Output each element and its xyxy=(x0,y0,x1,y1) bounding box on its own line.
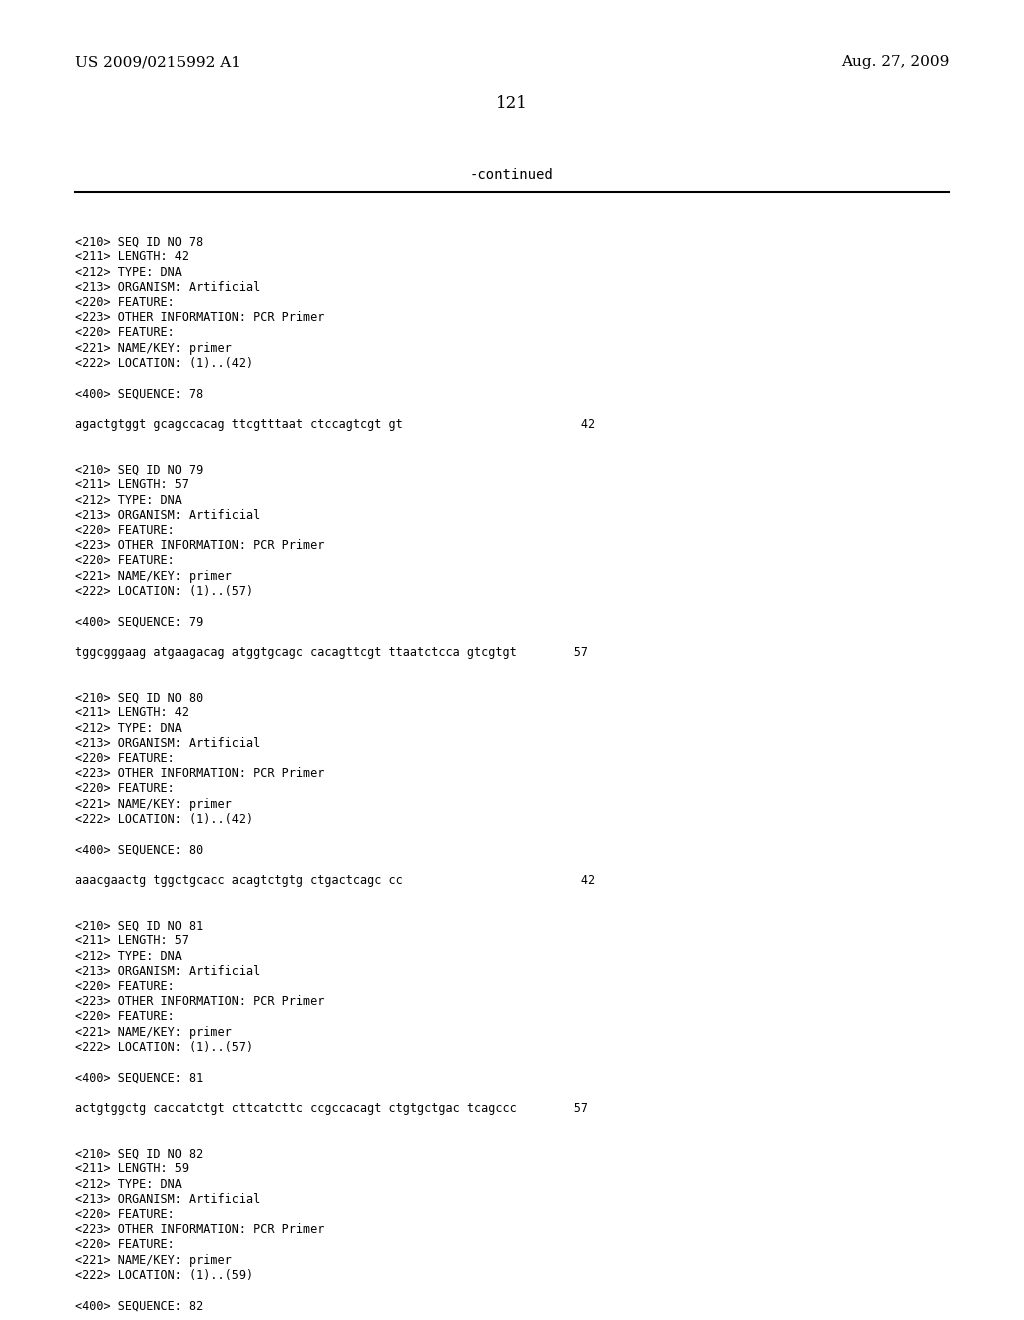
Text: actgtggctg caccatctgt cttcatcttc ccgccacagt ctgtgctgac tcagccc        57: actgtggctg caccatctgt cttcatcttc ccgccac… xyxy=(75,1102,588,1114)
Text: <221> NAME/KEY: primer: <221> NAME/KEY: primer xyxy=(75,1026,231,1039)
Text: <213> ORGANISM: Artificial: <213> ORGANISM: Artificial xyxy=(75,1193,260,1205)
Text: <210> SEQ ID NO 78: <210> SEQ ID NO 78 xyxy=(75,235,203,248)
Text: <220> FEATURE:: <220> FEATURE: xyxy=(75,524,175,537)
Text: <212> TYPE: DNA: <212> TYPE: DNA xyxy=(75,722,182,735)
Text: <211> LENGTH: 59: <211> LENGTH: 59 xyxy=(75,1163,189,1175)
Text: <223> OTHER INFORMATION: PCR Primer: <223> OTHER INFORMATION: PCR Primer xyxy=(75,1224,325,1237)
Text: <210> SEQ ID NO 82: <210> SEQ ID NO 82 xyxy=(75,1147,203,1160)
Text: tggcgggaag atgaagacag atggtgcagc cacagttcgt ttaatctcca gtcgtgt        57: tggcgggaag atgaagacag atggtgcagc cacagtt… xyxy=(75,645,588,659)
Text: <210> SEQ ID NO 81: <210> SEQ ID NO 81 xyxy=(75,919,203,932)
Text: <220> FEATURE:: <220> FEATURE: xyxy=(75,979,175,993)
Text: <220> FEATURE:: <220> FEATURE: xyxy=(75,554,175,568)
Text: <220> FEATURE:: <220> FEATURE: xyxy=(75,1238,175,1251)
Text: <221> NAME/KEY: primer: <221> NAME/KEY: primer xyxy=(75,797,231,810)
Text: Aug. 27, 2009: Aug. 27, 2009 xyxy=(841,55,949,69)
Text: <400> SEQUENCE: 78: <400> SEQUENCE: 78 xyxy=(75,387,203,400)
Text: <223> OTHER INFORMATION: PCR Primer: <223> OTHER INFORMATION: PCR Primer xyxy=(75,539,325,552)
Text: <220> FEATURE:: <220> FEATURE: xyxy=(75,783,175,796)
Text: <212> TYPE: DNA: <212> TYPE: DNA xyxy=(75,494,182,507)
Text: <213> ORGANISM: Artificial: <213> ORGANISM: Artificial xyxy=(75,965,260,978)
Text: aaacgaactg tggctgcacc acagtctgtg ctgactcagc cc                         42: aaacgaactg tggctgcacc acagtctgtg ctgactc… xyxy=(75,874,595,887)
Text: <220> FEATURE:: <220> FEATURE: xyxy=(75,752,175,766)
Text: <400> SEQUENCE: 81: <400> SEQUENCE: 81 xyxy=(75,1072,203,1084)
Text: <222> LOCATION: (1)..(57): <222> LOCATION: (1)..(57) xyxy=(75,585,253,598)
Text: <210> SEQ ID NO 80: <210> SEQ ID NO 80 xyxy=(75,692,203,704)
Text: <211> LENGTH: 42: <211> LENGTH: 42 xyxy=(75,706,189,719)
Text: <213> ORGANISM: Artificial: <213> ORGANISM: Artificial xyxy=(75,281,260,294)
Text: 121: 121 xyxy=(496,95,528,112)
Text: <222> LOCATION: (1)..(42): <222> LOCATION: (1)..(42) xyxy=(75,813,253,826)
Text: <213> ORGANISM: Artificial: <213> ORGANISM: Artificial xyxy=(75,508,260,521)
Text: agactgtggt gcagccacag ttcgtttaat ctccagtcgt gt                         42: agactgtggt gcagccacag ttcgtttaat ctccagt… xyxy=(75,417,595,430)
Text: <220> FEATURE:: <220> FEATURE: xyxy=(75,326,175,339)
Text: US 2009/0215992 A1: US 2009/0215992 A1 xyxy=(75,55,241,69)
Text: <211> LENGTH: 57: <211> LENGTH: 57 xyxy=(75,935,189,948)
Text: <212> TYPE: DNA: <212> TYPE: DNA xyxy=(75,1177,182,1191)
Text: <220> FEATURE:: <220> FEATURE: xyxy=(75,296,175,309)
Text: <221> NAME/KEY: primer: <221> NAME/KEY: primer xyxy=(75,342,231,355)
Text: <220> FEATURE:: <220> FEATURE: xyxy=(75,1208,175,1221)
Text: <213> ORGANISM: Artificial: <213> ORGANISM: Artificial xyxy=(75,737,260,750)
Text: <211> LENGTH: 57: <211> LENGTH: 57 xyxy=(75,478,189,491)
Text: <222> LOCATION: (1)..(57): <222> LOCATION: (1)..(57) xyxy=(75,1040,253,1053)
Text: <400> SEQUENCE: 79: <400> SEQUENCE: 79 xyxy=(75,615,203,628)
Text: <210> SEQ ID NO 79: <210> SEQ ID NO 79 xyxy=(75,463,203,477)
Text: <220> FEATURE:: <220> FEATURE: xyxy=(75,1010,175,1023)
Text: -continued: -continued xyxy=(470,168,554,182)
Text: <211> LENGTH: 42: <211> LENGTH: 42 xyxy=(75,251,189,264)
Text: <212> TYPE: DNA: <212> TYPE: DNA xyxy=(75,949,182,962)
Text: <400> SEQUENCE: 82: <400> SEQUENCE: 82 xyxy=(75,1299,203,1312)
Text: <400> SEQUENCE: 80: <400> SEQUENCE: 80 xyxy=(75,843,203,857)
Text: <223> OTHER INFORMATION: PCR Primer: <223> OTHER INFORMATION: PCR Primer xyxy=(75,767,325,780)
Text: <222> LOCATION: (1)..(59): <222> LOCATION: (1)..(59) xyxy=(75,1269,253,1282)
Text: <212> TYPE: DNA: <212> TYPE: DNA xyxy=(75,265,182,279)
Text: <223> OTHER INFORMATION: PCR Primer: <223> OTHER INFORMATION: PCR Primer xyxy=(75,995,325,1008)
Text: <221> NAME/KEY: primer: <221> NAME/KEY: primer xyxy=(75,1254,231,1267)
Text: <222> LOCATION: (1)..(42): <222> LOCATION: (1)..(42) xyxy=(75,356,253,370)
Text: <223> OTHER INFORMATION: PCR Primer: <223> OTHER INFORMATION: PCR Primer xyxy=(75,312,325,325)
Text: <221> NAME/KEY: primer: <221> NAME/KEY: primer xyxy=(75,570,231,582)
